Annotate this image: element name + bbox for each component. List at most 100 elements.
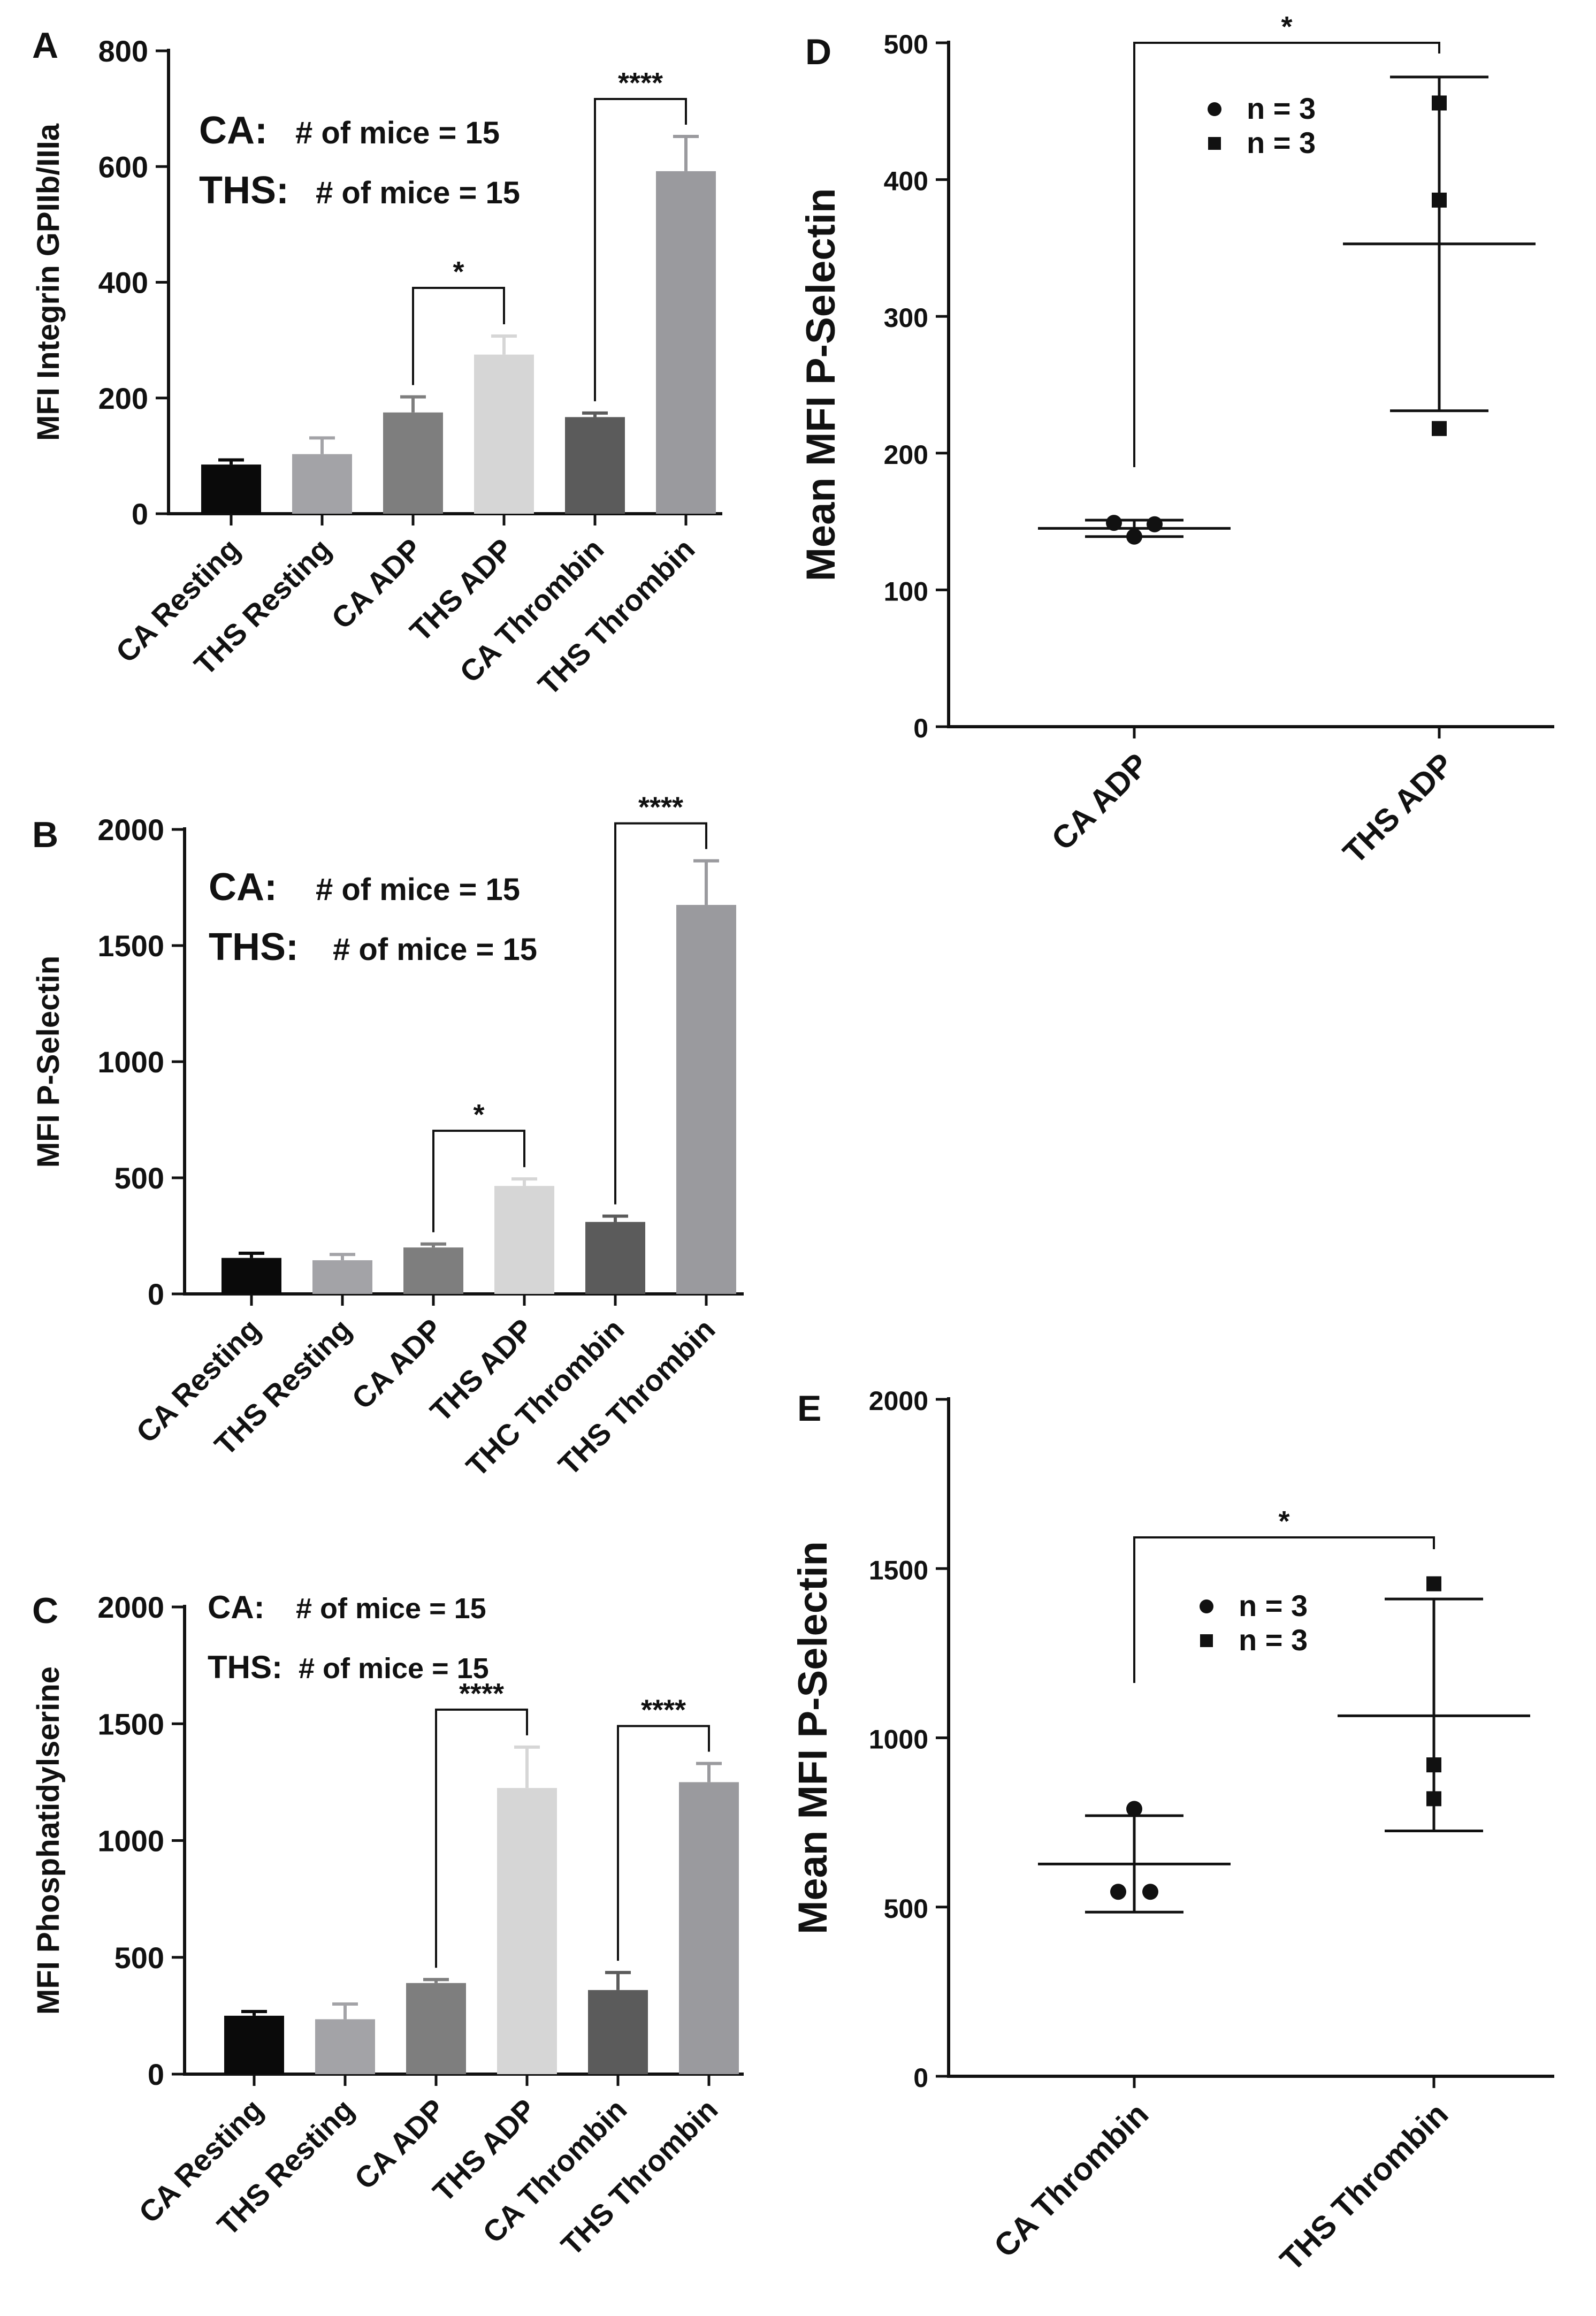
panel-a-letter: A — [32, 25, 58, 66]
panel-e-y-tick-label: 500 — [884, 1894, 928, 1924]
panel-d-y-tick-label: 300 — [884, 303, 928, 333]
panel-d-data-point — [1432, 421, 1447, 436]
panel-d-data-point — [1147, 516, 1163, 532]
panel-b-y-tick-label: 1000 — [97, 1045, 164, 1079]
panel-a-y-tick-label: 800 — [98, 34, 148, 68]
panel-e-x-tick-label: THS Thrombin — [1273, 2096, 1455, 2278]
panel-a-bar — [292, 454, 352, 514]
panel-b-letter: B — [32, 814, 58, 855]
panel-c-legend-group: CA: — [208, 1589, 265, 1625]
panel-b-legend-text: # of mice = 15 — [316, 872, 520, 907]
panel-b-legend-text: # of mice = 15 — [333, 932, 537, 967]
panel-a-legend-text: # of mice = 15 — [295, 116, 500, 150]
panel-e-y-tick-label: 0 — [913, 2063, 928, 2093]
panel-c: C 0 500 1000 1500 2000 MFI Phosphatidylserine… — [31, 1589, 744, 2262]
panel-a-bar — [656, 171, 716, 514]
panel-e-data-point — [1126, 1801, 1142, 1817]
panel-c-bar — [588, 1990, 648, 2074]
panel-c-y-tick-label: 500 — [114, 1941, 164, 1975]
panel-a-significance-bracket — [412, 287, 505, 385]
panel-e-legend-text: n = 3 — [1239, 1589, 1308, 1622]
panel-b-y-tick-label: 2000 — [97, 813, 164, 847]
panel-a-bar — [474, 354, 534, 514]
panel-d-data-point — [1106, 515, 1122, 531]
panel-a-y-tick-label: 0 — [132, 497, 148, 531]
panel-b-x-tick-label: THS Thrombin — [552, 1312, 721, 1482]
panel-d-x-tick-label: THS ADP — [1336, 746, 1460, 871]
panel-c-significance-label: **** — [641, 1694, 686, 1726]
panel-e-legend-marker — [1200, 1599, 1213, 1613]
panel-a-y-axis-label: MFI Integrin GPIIb/IIIa — [31, 123, 66, 441]
panel-a-bar — [383, 412, 443, 514]
panel-c-legend-text: # of mice = 15 — [296, 1593, 486, 1625]
panel-d: D 0 100 200 300 400 500 Mean MFI P-Selectin CA … — [798, 11, 1554, 871]
panel-d-data-point — [1432, 192, 1447, 208]
panel-b-y-tick-label: 500 — [114, 1161, 164, 1195]
panel-d-data-point — [1432, 95, 1447, 111]
panel-a-legend-group: THS: — [199, 169, 289, 212]
panel-a-legend-group: CA: — [199, 109, 268, 152]
panel-c-bar — [224, 2015, 284, 2074]
panel-d-legend-text: n = 3 — [1247, 126, 1316, 159]
panel-b-bar — [494, 1186, 554, 1294]
panel-c-legend-text: # of mice = 15 — [299, 1652, 489, 1685]
panel-e-y-axis-label: Mean MFI P-Selectin — [790, 1541, 836, 1934]
panel-b-x-tick-label: THC Thrombin — [460, 1312, 630, 1483]
panel-c-bar — [497, 1788, 557, 2074]
panel-b-bar — [312, 1260, 372, 1294]
panel-a-y-tick-label: 600 — [98, 150, 148, 184]
panel-a-bar — [201, 464, 261, 514]
panel-b-bar — [585, 1222, 645, 1294]
panel-a-significance-label: **** — [618, 67, 663, 99]
panel-c-bar — [406, 1983, 466, 2074]
panel-e-legend-text: n = 3 — [1239, 1623, 1308, 1657]
panel-e-data-point — [1426, 1757, 1441, 1773]
panel-b-legend-group: THS: — [209, 926, 299, 969]
panel-e-y-tick-label: 1000 — [869, 1725, 928, 1755]
panel-c-legend-group: THS: — [208, 1649, 282, 1685]
panel-d-data-point — [1126, 528, 1142, 545]
panel-b-significance-label: **** — [638, 791, 683, 824]
panel-a-significance-label: * — [453, 256, 464, 288]
panel-d-legend-marker — [1208, 137, 1221, 150]
panel-e-data-point — [1426, 1576, 1441, 1591]
panel-c-y-axis-label: MFI Phosphatidylserine — [31, 1666, 66, 2015]
panel-d-x-tick-label: CA ADP — [1044, 746, 1155, 857]
panel-a-x-tick-label: THS Thrombin — [531, 532, 701, 702]
panel-d-y-tick-label: 100 — [884, 576, 928, 606]
panel-d-y-tick-label: 400 — [884, 166, 928, 196]
panel-d-legend-text: n = 3 — [1247, 92, 1316, 125]
panel-b-y-axis-label: MFI P-Selectin — [31, 956, 66, 1168]
panel-b-legend-group: CA: — [209, 866, 277, 909]
panel-b-significance-label: * — [473, 1099, 484, 1131]
panel-b-bar — [676, 905, 736, 1294]
panel-b-bar — [222, 1258, 281, 1294]
panel-e-x-tick-label: CA Thrombin — [987, 2096, 1155, 2264]
panel-d-y-tick-label: 0 — [913, 713, 928, 743]
panel-e-y-tick-label: 1500 — [869, 1555, 928, 1585]
panel-a-legend-text: # of mice = 15 — [316, 176, 520, 210]
panel-c-significance-label: **** — [459, 1678, 504, 1710]
panel-a-bar — [565, 417, 625, 514]
panel-a-y-tick-label: 200 — [98, 382, 148, 415]
panel-d-y-tick-label: 200 — [884, 440, 928, 470]
panel-b-significance-bracket — [432, 1130, 525, 1232]
panel-c-x-tick-label: THS Thrombin — [554, 2092, 724, 2262]
panel-c-significance-bracket — [617, 1725, 710, 1961]
panel-c-y-tick-label: 1000 — [97, 1824, 164, 1858]
panel-e-significance-label: * — [1278, 1505, 1289, 1537]
panel-e-legend-marker — [1200, 1634, 1213, 1647]
panel-d-significance-bracket — [1133, 42, 1440, 467]
panel-d-y-axis-label: Mean MFI P-Selectin — [798, 188, 844, 582]
panel-a-y-tick-label: 400 — [98, 266, 148, 300]
panel-c-y-tick-label: 2000 — [97, 1590, 164, 1624]
panel-d-letter: D — [805, 32, 831, 72]
panel-e-significance-bracket — [1133, 1536, 1435, 1683]
panel-d-significance-label: * — [1281, 11, 1292, 43]
panel-c-bar — [679, 1782, 739, 2074]
panel-e-data-point — [1426, 1791, 1441, 1807]
panel-c-letter: C — [32, 1590, 58, 1631]
panel-e: E 0 500 1000 1500 2000 Mean MFI P-Selectin CA … — [790, 1386, 1554, 2277]
